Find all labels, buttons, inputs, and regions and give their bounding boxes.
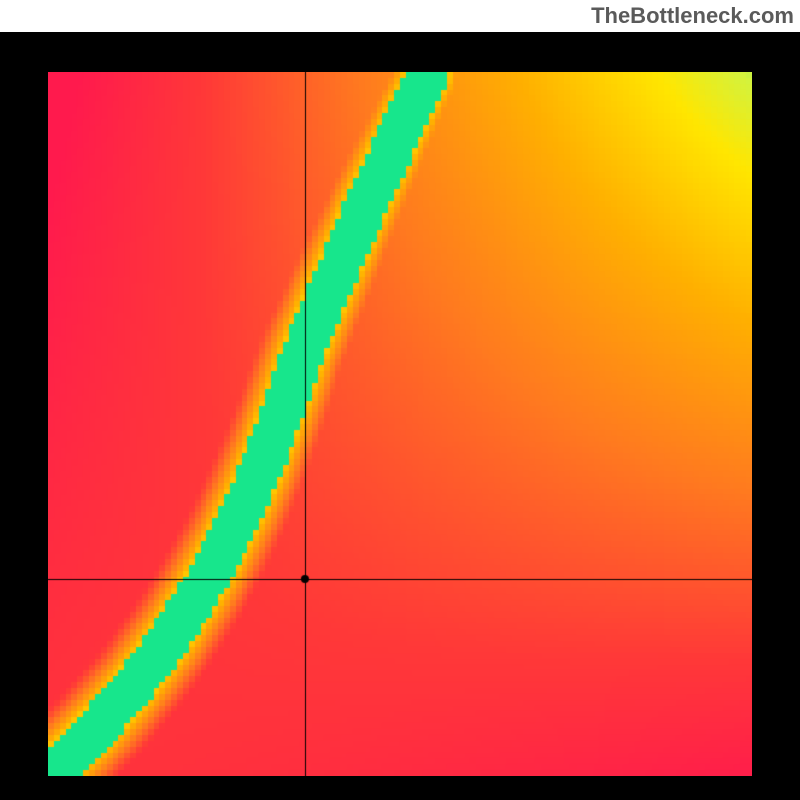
plot-frame [0,32,800,800]
crosshair-overlay [48,72,752,776]
attribution-label: TheBottleneck.com [591,0,800,32]
chart-container: TheBottleneck.com [0,0,800,800]
